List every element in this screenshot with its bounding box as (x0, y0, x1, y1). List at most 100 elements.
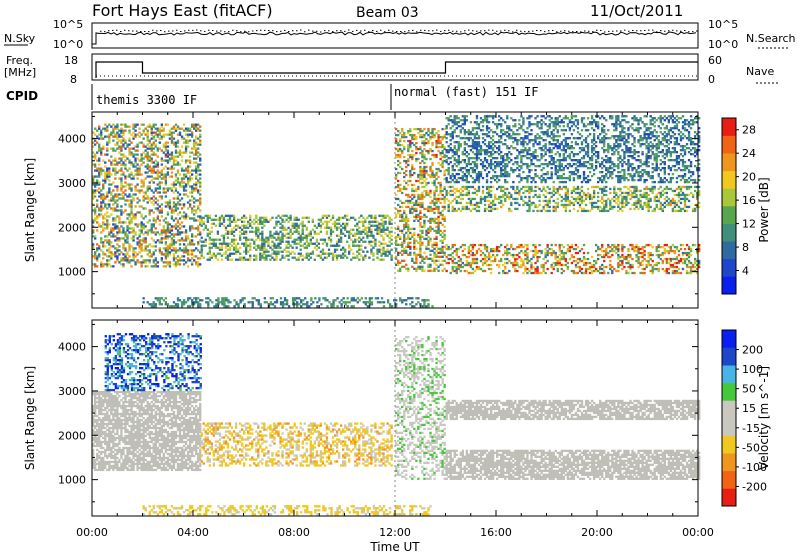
scatter-cell (140, 247, 143, 250)
scatter-cell (457, 267, 460, 271)
scatter-cell (401, 129, 404, 133)
scatter-cell (140, 189, 143, 192)
scatter-cell (126, 241, 129, 244)
scatter-cell (413, 203, 416, 207)
scatter-cell (423, 179, 426, 183)
scatter-cell (108, 249, 111, 252)
scatter-cell (94, 263, 97, 266)
scatter-cell (197, 249, 200, 252)
scatter-cell (441, 215, 444, 219)
scatter-cell (94, 139, 97, 142)
scatter-cell (641, 245, 644, 249)
scatter-cell (599, 267, 602, 271)
scatter-cell (293, 256, 296, 259)
scatter-cell (465, 187, 469, 191)
scatter-cell (562, 263, 565, 267)
scatter-cell (572, 255, 576, 259)
scatter-cell (570, 189, 574, 193)
scatter-cell (433, 181, 436, 185)
scatter-cell (423, 135, 426, 139)
scatter-cell (431, 143, 434, 147)
scatter-cell (449, 201, 452, 205)
scatter-cell (289, 228, 292, 231)
scatter-cell (425, 169, 428, 173)
scatter-cell (409, 253, 412, 256)
scatter-cell (520, 249, 523, 253)
scatter-cell (534, 253, 537, 257)
scatter-cell (401, 187, 404, 191)
scatter-cell (102, 169, 105, 172)
scatter-cell (98, 143, 101, 146)
scatter-cell (639, 195, 642, 199)
scatter-cell (156, 135, 159, 138)
scatter-cell (303, 216, 306, 219)
scatter-cell (168, 247, 172, 250)
scatter-cell (423, 155, 426, 159)
scatter-cell (261, 252, 264, 255)
scatter-cell (98, 187, 101, 190)
scatter-cell (267, 254, 270, 257)
scatter-cell (447, 180, 450, 184)
scatter-cell (639, 271, 642, 275)
scatter-cell (407, 129, 410, 133)
scatter-cell (542, 207, 545, 211)
scatter-cell (407, 201, 410, 205)
scatter-cell (102, 229, 105, 232)
scatter-cell (455, 189, 458, 193)
scatter-cell (226, 256, 230, 259)
scatter-cell (643, 245, 646, 249)
scatter-cell (146, 187, 149, 190)
scatter-cell (409, 245, 412, 248)
scatter-cell (210, 238, 213, 241)
scatter-cell (601, 201, 604, 205)
scatter-cell (234, 246, 238, 249)
scatter-cell (675, 265, 679, 269)
scatter-cell (142, 161, 145, 164)
scatter-cell (550, 265, 553, 269)
scatter-cell (122, 155, 125, 158)
scatter-cell (160, 233, 163, 236)
scatter-cell (122, 227, 125, 230)
scatter-cell (136, 201, 139, 204)
scatter-cell (445, 176, 448, 180)
scatter-cell (193, 219, 196, 222)
scatter-cell (633, 247, 636, 251)
scatter-cell (124, 255, 127, 258)
scatter-cell (441, 251, 444, 254)
scatter-cell (477, 243, 481, 247)
scatter-cell (319, 230, 323, 233)
scatter-cell (578, 203, 582, 207)
scatter-cell (445, 131, 448, 134)
scatter-cell (108, 251, 111, 254)
scatter-cell (100, 265, 103, 268)
scatter-cell (443, 235, 446, 239)
scatter-cell (126, 259, 129, 262)
scatter-cell (433, 219, 436, 223)
scatter-cell (152, 161, 155, 164)
scatter-cell (100, 225, 103, 228)
scatter-cell (491, 253, 495, 257)
scatter-cell (399, 267, 402, 270)
scatter-cell (407, 269, 410, 272)
scatter-cell (176, 261, 180, 264)
scatter-cell (419, 127, 422, 131)
scatter-cell (566, 189, 570, 193)
scatter-cell (532, 253, 535, 257)
scatter-cell (116, 239, 119, 242)
scatter-cell (698, 261, 701, 265)
scatter-cell (667, 249, 671, 253)
scatter-cell (116, 193, 119, 196)
scatter-cell (224, 252, 228, 255)
cpid-second-label: normal (fast) 151 IF (394, 85, 539, 99)
scatter-cell (556, 197, 559, 201)
scatter-cell (166, 249, 170, 252)
scatter-cell (429, 147, 432, 151)
scatter-cell (130, 133, 133, 136)
scatter-cell (427, 239, 430, 243)
scatter-cell (144, 241, 147, 244)
scatter-cell (399, 143, 402, 147)
scatter-cell (184, 261, 188, 264)
scatter-cell (603, 205, 606, 209)
scatter-cell (439, 157, 442, 161)
scatter-cell (277, 244, 280, 247)
